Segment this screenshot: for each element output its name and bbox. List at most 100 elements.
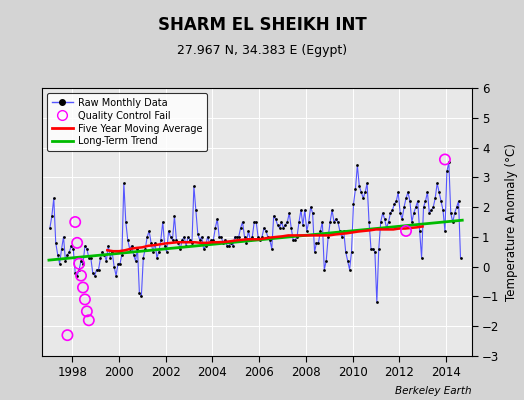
Point <box>340 228 348 234</box>
Point <box>416 228 424 234</box>
Point <box>336 228 344 234</box>
Point <box>281 222 290 228</box>
Point <box>406 198 414 204</box>
Point <box>155 248 163 255</box>
Point <box>418 254 426 261</box>
Point <box>261 228 270 234</box>
Point <box>353 162 362 169</box>
Point <box>195 237 204 243</box>
Point <box>172 237 181 243</box>
Point <box>75 266 83 273</box>
Point <box>435 189 443 196</box>
Point <box>122 219 130 225</box>
Point <box>71 219 80 225</box>
Point <box>404 189 412 196</box>
Point <box>211 225 220 231</box>
Point <box>135 290 144 297</box>
Point <box>112 272 120 279</box>
Point <box>394 189 402 196</box>
Point <box>141 246 149 252</box>
Point <box>219 240 227 246</box>
Point <box>246 237 255 243</box>
Point <box>96 254 105 261</box>
Point <box>312 240 321 246</box>
Point <box>65 248 73 255</box>
Point <box>279 225 288 231</box>
Point <box>351 186 359 192</box>
Point <box>254 234 263 240</box>
Point <box>69 246 78 252</box>
Point <box>269 213 278 219</box>
Text: 27.967 N, 34.383 E (Egypt): 27.967 N, 34.383 E (Egypt) <box>177 44 347 57</box>
Point <box>77 258 85 264</box>
Point <box>337 234 346 240</box>
Point <box>102 258 111 264</box>
Point <box>145 228 154 234</box>
Point <box>297 207 305 213</box>
Point <box>293 234 301 240</box>
Point <box>217 234 225 240</box>
Point <box>451 210 459 216</box>
Point <box>157 237 165 243</box>
Point <box>304 219 313 225</box>
Point <box>241 234 249 240</box>
Point <box>318 219 326 225</box>
Point <box>287 225 296 231</box>
Point <box>285 210 293 216</box>
Point <box>50 195 58 201</box>
Point <box>84 317 93 324</box>
Point <box>236 225 245 231</box>
Point <box>63 332 72 338</box>
Point <box>234 234 243 240</box>
Point <box>147 240 155 246</box>
Point <box>324 234 332 240</box>
Point <box>94 266 103 273</box>
Point <box>334 219 342 225</box>
Point <box>413 198 422 204</box>
Point <box>242 240 250 246</box>
Point <box>166 234 174 240</box>
Point <box>91 272 99 279</box>
Point <box>429 204 438 210</box>
Point <box>456 254 465 261</box>
Point <box>58 246 66 252</box>
Point <box>152 254 161 261</box>
Point <box>419 204 428 210</box>
Point <box>244 228 253 234</box>
Point <box>439 207 447 213</box>
Y-axis label: Temperature Anomaly (°C): Temperature Anomaly (°C) <box>505 143 518 301</box>
Point <box>228 243 237 249</box>
Point <box>149 248 157 255</box>
Point <box>46 225 54 231</box>
Point <box>238 219 247 225</box>
Point <box>71 270 80 276</box>
Point <box>291 237 299 243</box>
Point <box>215 234 223 240</box>
Point <box>92 266 101 273</box>
Point <box>165 228 173 234</box>
Point <box>320 266 329 273</box>
Point <box>342 248 350 255</box>
Point <box>378 210 387 216</box>
Point <box>258 234 266 240</box>
Point <box>221 237 229 243</box>
Point <box>225 243 233 249</box>
Point <box>359 195 367 201</box>
Point <box>129 252 138 258</box>
Point <box>446 210 455 216</box>
Point <box>125 246 134 252</box>
Point <box>256 237 264 243</box>
Point <box>370 248 379 255</box>
Point <box>198 234 206 240</box>
Point <box>180 234 188 240</box>
Point <box>441 228 449 234</box>
Point <box>443 168 451 174</box>
Point <box>363 180 372 186</box>
Point <box>51 240 60 246</box>
Point <box>231 234 239 240</box>
Point <box>301 207 309 213</box>
Point <box>250 219 258 225</box>
Point <box>398 216 406 222</box>
Point <box>425 210 433 216</box>
Point <box>392 198 400 204</box>
